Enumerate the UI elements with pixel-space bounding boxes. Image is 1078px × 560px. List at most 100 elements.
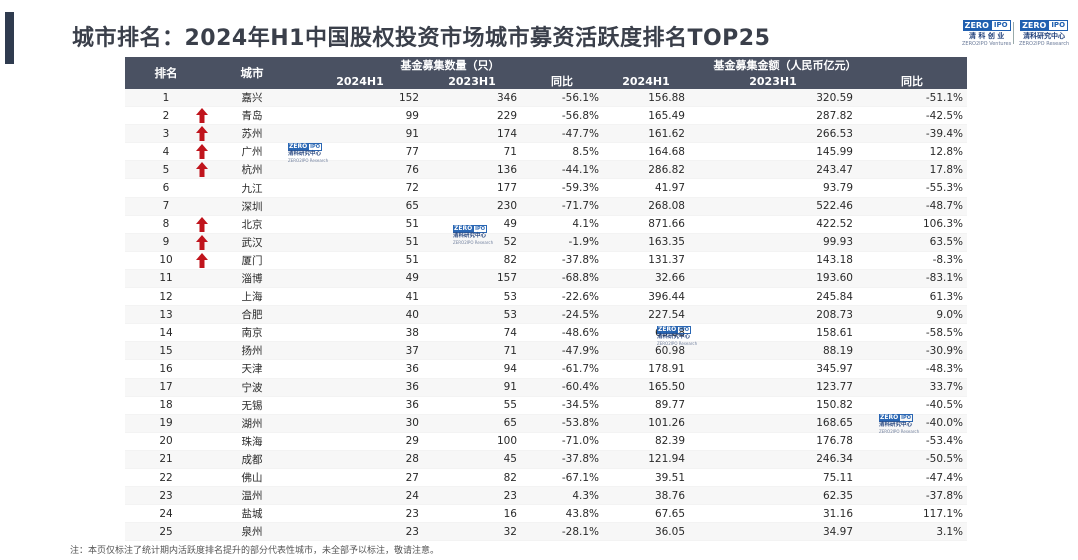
cell-rank: 19 [125, 414, 207, 433]
table-row: 17 宁波 36 91 -60.4% 165.50 123.77 33.7% [125, 378, 968, 397]
cell-count-2023h1: 82 [423, 468, 521, 488]
header-count-yoy: 同比 [521, 73, 603, 89]
cell-amount-2023h1: 88.19 [689, 341, 857, 361]
cell-count-yoy: -60.4% [521, 378, 603, 397]
table-row: 6 九江 72 177 -59.3% 41.97 93.79 -55.3% [125, 178, 968, 198]
cell-count-yoy: -1.9% [521, 233, 603, 252]
cell-amount-2023h1: 345.97 [689, 359, 857, 379]
header-count-group: 基金募集数量（只） [297, 57, 603, 73]
cell-amount-yoy: -42.5% [857, 106, 968, 126]
cell-rank: 15 [125, 341, 207, 361]
cell-rank: 7 [125, 197, 207, 216]
header-amount-group: 基金募集金额（人民币亿元） [603, 57, 968, 73]
cell-count-2023h1: 53 [423, 287, 521, 307]
logo-ipo-text: IPO [990, 20, 1011, 31]
header-city: 城市 [207, 57, 297, 89]
rank-value: 10 [159, 254, 173, 267]
cell-amount-yoy: 17.8% [857, 160, 968, 180]
cell-amount-yoy: 33.7% [857, 378, 968, 397]
logo-line2: 清 科 创 业 [968, 32, 1005, 40]
cell-city: 盐城 [207, 504, 297, 524]
cell-count-yoy: -48.6% [521, 323, 603, 343]
cell-amount-2024h1: 39.51 [603, 468, 689, 488]
cell-count-2023h1: 49 [423, 215, 521, 234]
cell-city: 合肥 [207, 305, 297, 325]
cell-amount-2023h1: 320.59 [689, 89, 857, 108]
cell-amount-yoy: 63.5% [857, 233, 968, 252]
watermark-line2: 清科研究中心 [453, 233, 487, 239]
cell-count-yoy: -24.5% [521, 305, 603, 325]
logo-zero-text: ZERO [1020, 20, 1049, 31]
rank-up-arrow-icon [196, 252, 208, 268]
cell-count-2023h1: 94 [423, 359, 521, 379]
cell-city: 佛山 [207, 468, 297, 488]
cell-count-2024h1: 36 [297, 359, 423, 379]
cell-count-2023h1: 53 [423, 305, 521, 325]
table-row: 15 扬州 37 71 -47.9% 60.98 88.19 -30.9% [125, 341, 968, 361]
cell-count-2023h1: 174 [423, 124, 521, 144]
cell-amount-yoy: -83.1% [857, 269, 968, 289]
rank-up-arrow-icon [196, 108, 208, 124]
watermark-line3: ZERO2IPO Research [879, 429, 920, 434]
cell-amount-2023h1: 145.99 [689, 142, 857, 162]
cell-amount-2023h1: 158.61 [689, 323, 857, 343]
cell-amount-yoy: -58.5% [857, 323, 968, 343]
cell-amount-2023h1: 168.65 [689, 414, 857, 433]
cell-city: 南京 [207, 323, 297, 343]
table-row: 1 嘉兴 152 346 -56.1% 156.88 320.59 -51.1% [125, 89, 968, 108]
cell-count-yoy: 4.1% [521, 215, 603, 234]
cell-rank: 9 [125, 233, 208, 252]
watermark-line2: 清科研究中心 [879, 422, 913, 428]
cell-count-2024h1: 23 [297, 504, 423, 524]
rank-value: 8 [162, 218, 170, 231]
table-row: 19 湖州 30 65 -53.8% 101.26 168.65 -40.0% [125, 414, 968, 433]
cell-amount-2024h1: 38.76 [603, 486, 689, 506]
cell-count-yoy: -59.3% [521, 178, 603, 198]
watermark-line3: ZERO2IPO Research [453, 240, 494, 245]
cell-rank: 5 [125, 160, 208, 180]
watermark-logo: ZERO IPO 清科研究中心 ZERO2IPO Research [657, 326, 697, 346]
cell-count-2023h1: 136 [423, 160, 521, 180]
cell-rank: 25 [125, 522, 207, 542]
cell-amount-2024h1: 286.82 [603, 160, 689, 180]
cell-amount-2023h1: 522.46 [689, 197, 857, 216]
rank-up-arrow-icon [196, 144, 208, 160]
cell-city: 杭州 [207, 160, 297, 180]
cell-count-2024h1: 49 [297, 269, 423, 289]
cell-count-2023h1: 55 [423, 396, 521, 415]
cell-count-2024h1: 36 [297, 396, 423, 415]
header-rank: 排名 [125, 57, 207, 89]
cell-count-yoy: -47.9% [521, 341, 603, 361]
cell-amount-2023h1: 75.11 [689, 468, 857, 488]
cell-amount-2024h1: 101.26 [603, 414, 689, 433]
table-row: 25 泉州 23 32 -28.1% 36.05 34.97 3.1% [125, 522, 968, 542]
cell-amount-2023h1: 243.47 [689, 160, 857, 180]
cell-rank: 8 [125, 215, 208, 234]
cell-count-yoy: -67.1% [521, 468, 603, 488]
cell-rank: 16 [125, 359, 207, 379]
cell-amount-yoy: 117.1% [857, 504, 968, 524]
watermark-ipo-text: IPO [677, 326, 691, 334]
cell-amount-2024h1: 131.37 [603, 251, 689, 270]
cell-amount-yoy: 12.8% [857, 142, 968, 162]
cell-count-yoy: -71.0% [521, 432, 603, 451]
cell-count-2023h1: 65 [423, 414, 521, 433]
cell-amount-2024h1: 121.94 [603, 450, 689, 469]
cell-amount-yoy: -40.5% [857, 396, 968, 415]
cell-amount-2023h1: 266.53 [689, 124, 857, 144]
cell-count-yoy: 4.3% [521, 486, 603, 506]
cell-rank: 2 [125, 106, 208, 126]
cell-count-2024h1: 30 [297, 414, 423, 433]
cell-count-yoy: -28.1% [521, 522, 603, 542]
cell-city: 厦门 [207, 251, 297, 270]
cell-count-2023h1: 23 [423, 486, 521, 506]
cell-amount-2023h1: 246.34 [689, 450, 857, 469]
table-row: 21 成都 28 45 -37.8% 121.94 246.34 -50.5% [125, 450, 968, 469]
cell-amount-2024h1: 82.39 [603, 432, 689, 451]
cell-amount-yoy: 106.3% [857, 215, 968, 234]
cell-count-2024h1: 38 [297, 323, 423, 343]
cell-count-yoy: 43.8% [521, 504, 603, 524]
cell-amount-2023h1: 150.82 [689, 396, 857, 415]
cell-count-2023h1: 229 [423, 106, 521, 126]
zero2ipo-ventures-logo: ZERO IPO 清 科 创 业 ZERO2IPO Ventures [962, 20, 1011, 47]
